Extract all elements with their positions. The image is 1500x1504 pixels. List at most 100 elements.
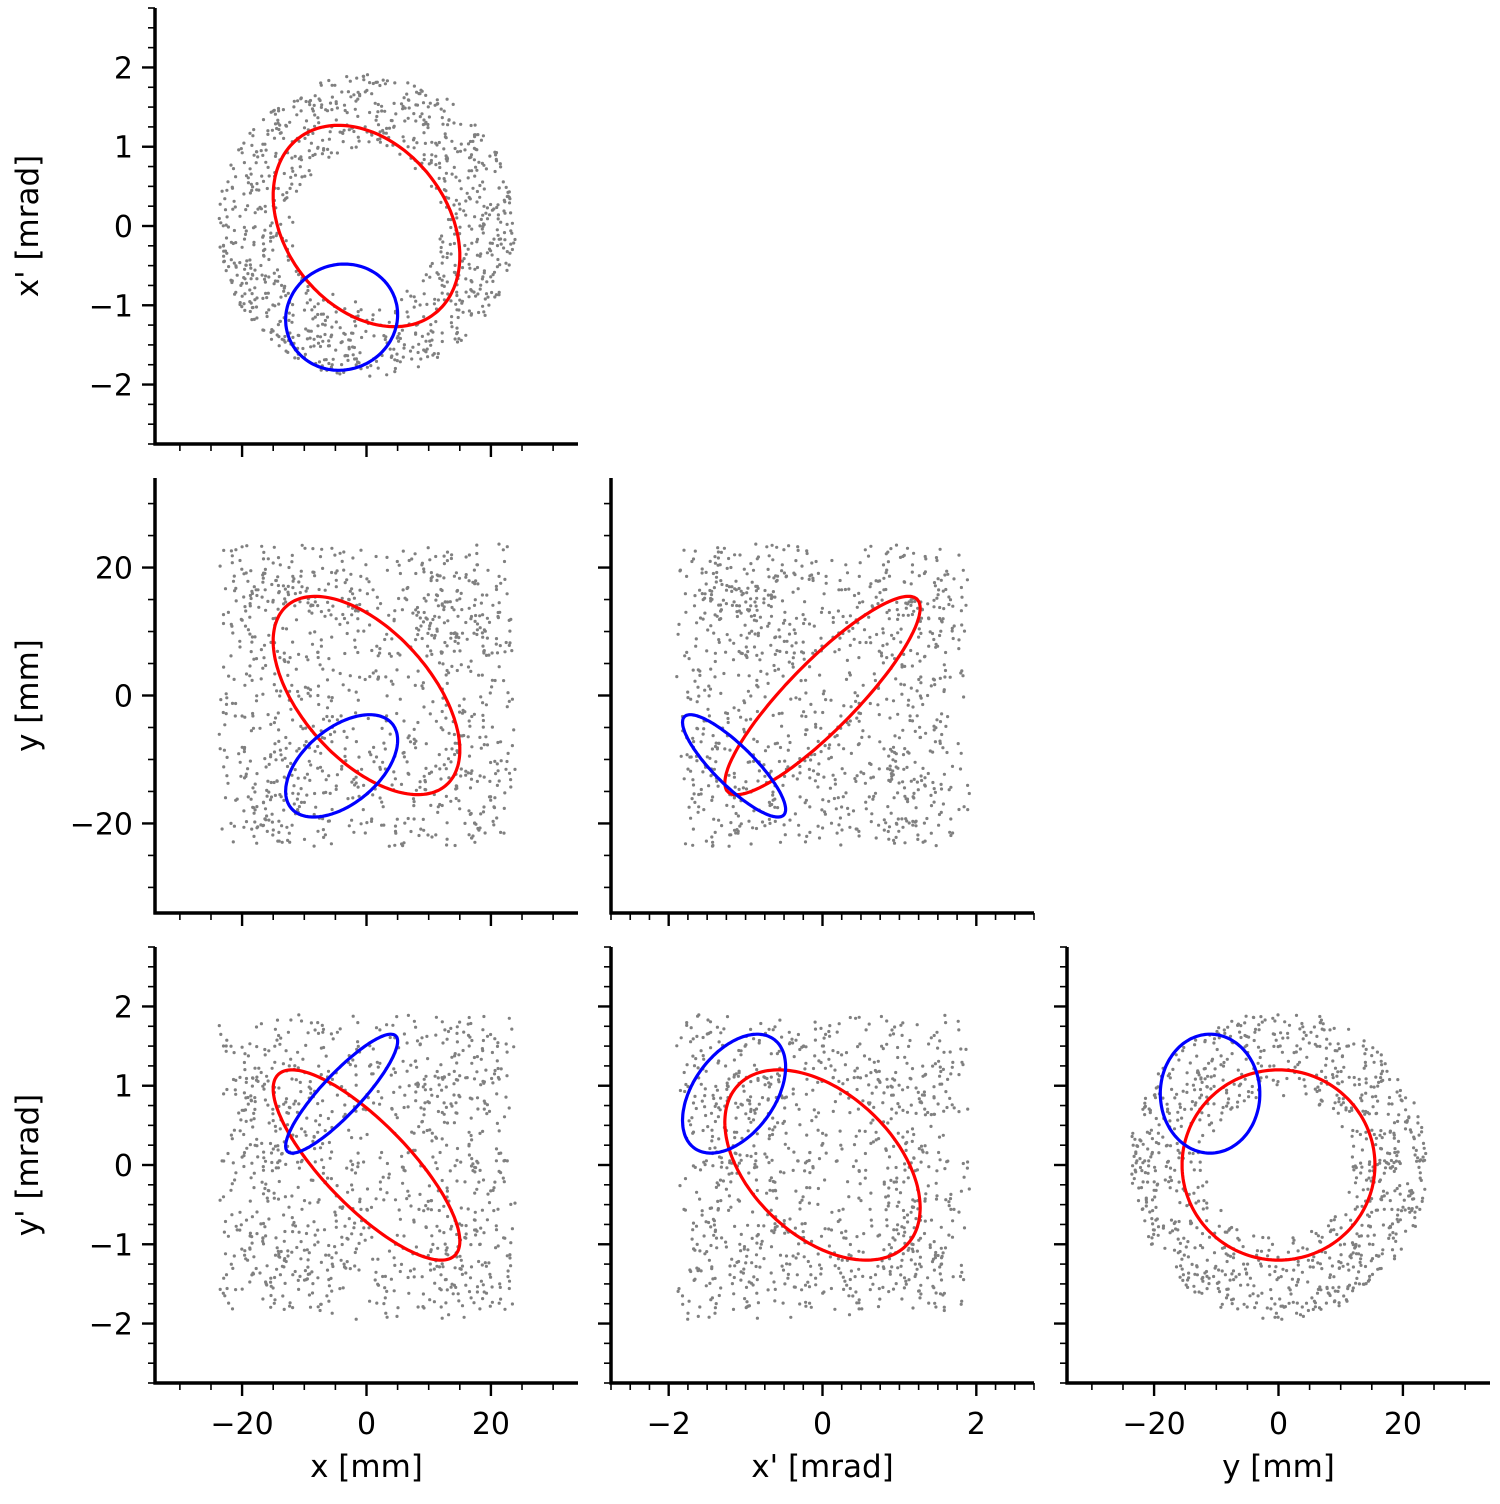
scatter-point	[456, 150, 459, 153]
scatter-point	[785, 1254, 788, 1257]
scatter-point	[863, 1054, 866, 1057]
scatter-point	[319, 663, 322, 666]
scatter-point	[274, 1125, 277, 1128]
scatter-point	[267, 1189, 270, 1192]
scatter-point	[273, 304, 276, 307]
scatter-point	[285, 239, 288, 242]
scatter-point	[858, 575, 861, 578]
scatter-point	[458, 1021, 461, 1024]
scatter-point	[910, 1258, 913, 1261]
scatter-point	[944, 588, 947, 591]
scatter-point	[266, 600, 269, 603]
scatter-point	[749, 562, 752, 565]
scatter-point	[357, 756, 360, 759]
scatter-point	[346, 1260, 349, 1263]
scatter-point	[934, 1256, 937, 1259]
scatter-point	[742, 592, 745, 595]
scatter-point	[283, 172, 286, 175]
scatter-point	[745, 645, 748, 648]
scatter-point	[449, 299, 452, 302]
scatter-point	[693, 594, 696, 597]
scatter-point	[316, 147, 319, 150]
scatter-point	[297, 580, 300, 583]
scatter-point	[450, 252, 453, 255]
scatter-point	[886, 551, 889, 554]
scatter-point	[288, 312, 291, 315]
scatter-point	[709, 624, 712, 627]
scatter-point	[237, 1111, 240, 1114]
scatter-point	[791, 662, 794, 665]
scatter-point	[508, 1280, 511, 1283]
scatter-point	[927, 617, 930, 620]
scatter-point	[225, 692, 228, 695]
scatter-point	[938, 740, 941, 743]
scatter-point	[957, 1211, 960, 1214]
scatter-point	[323, 333, 326, 336]
scatter-point	[348, 689, 351, 692]
scatter-point	[755, 605, 758, 608]
scatter-point	[702, 733, 705, 736]
scatter-point	[362, 1226, 365, 1229]
scatter-point	[287, 1031, 290, 1034]
scatter-point	[377, 654, 380, 657]
scatter-point	[310, 330, 313, 333]
scatter-point	[375, 1302, 378, 1305]
scatter-point	[285, 826, 288, 829]
scatter-point	[724, 711, 727, 714]
scatter-point	[270, 1285, 273, 1288]
scatter-point	[295, 190, 298, 193]
scatter-point	[859, 1076, 862, 1079]
scatter-point	[865, 1028, 868, 1031]
scatter-point	[413, 306, 416, 309]
scatter-point	[234, 587, 237, 590]
scatter-point	[253, 269, 256, 272]
scatter-point	[949, 1072, 952, 1075]
scatter-point	[281, 1265, 284, 1268]
scatter-point	[349, 1063, 352, 1066]
scatter-point	[409, 740, 412, 743]
scatter-point	[252, 1255, 255, 1258]
scatter-point	[882, 1091, 885, 1094]
scatter-point	[880, 1015, 883, 1018]
scatter-point	[249, 1143, 252, 1146]
scatter-point	[959, 1275, 962, 1278]
scatter-point	[781, 712, 784, 715]
scatter-point	[445, 172, 448, 175]
scatter-point	[262, 1151, 265, 1154]
scatter-point	[691, 737, 694, 740]
scatter-point	[483, 743, 486, 746]
scatter-point	[966, 1160, 969, 1163]
scatter-point	[376, 1283, 379, 1286]
scatter-point	[438, 166, 441, 169]
scatter-point	[844, 791, 847, 794]
scatter-point	[739, 716, 742, 719]
scatter-point	[327, 1244, 330, 1247]
scatter-point	[949, 817, 952, 820]
scatter-point	[247, 628, 250, 631]
red-ellipse	[273, 1070, 460, 1260]
scatter-point	[755, 679, 758, 682]
scatter-point	[511, 1302, 514, 1305]
scatter-point	[229, 1189, 232, 1192]
scatter-point	[765, 672, 768, 675]
scatter-point	[491, 726, 494, 729]
scatter-point	[423, 158, 426, 161]
scatter-point	[316, 767, 319, 770]
scatter-point	[250, 1162, 253, 1165]
scatter-point	[298, 805, 301, 808]
scatter-point	[499, 582, 502, 585]
scatter-point	[502, 1177, 505, 1180]
scatter-point	[787, 734, 790, 737]
scatter-point	[402, 135, 405, 138]
scatter-point	[710, 1206, 713, 1209]
scatter-point	[903, 1276, 906, 1279]
scatter-point	[234, 1079, 237, 1082]
scatter-point	[435, 1137, 438, 1140]
scatter-point	[808, 1171, 811, 1174]
scatter-point	[346, 359, 349, 362]
scatter-point	[293, 802, 296, 805]
scatter-point	[274, 113, 277, 116]
scatter-point	[468, 1016, 471, 1019]
scatter-point	[425, 303, 428, 306]
scatter-point	[927, 645, 930, 648]
